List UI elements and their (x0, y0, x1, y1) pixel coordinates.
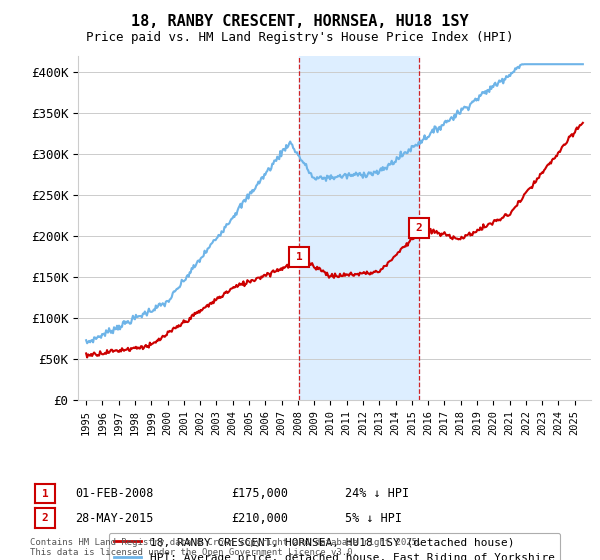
Legend: 18, RANBY CRESCENT, HORNSEA, HU18 1SY (detached house), HPI: Average price, deta: 18, RANBY CRESCENT, HORNSEA, HU18 1SY (d… (109, 533, 560, 560)
Text: £210,000: £210,000 (231, 511, 288, 525)
Text: 2: 2 (415, 223, 422, 233)
Text: 1: 1 (41, 489, 49, 499)
Text: 18, RANBY CRESCENT, HORNSEA, HU18 1SY: 18, RANBY CRESCENT, HORNSEA, HU18 1SY (131, 14, 469, 29)
Text: 1: 1 (296, 252, 302, 262)
Text: £175,000: £175,000 (231, 487, 288, 501)
Text: Contains HM Land Registry data © Crown copyright and database right 2025.
This d: Contains HM Land Registry data © Crown c… (30, 538, 422, 557)
Text: 24% ↓ HPI: 24% ↓ HPI (345, 487, 409, 501)
Text: 2: 2 (41, 513, 49, 523)
Text: 5% ↓ HPI: 5% ↓ HPI (345, 511, 402, 525)
Text: Price paid vs. HM Land Registry's House Price Index (HPI): Price paid vs. HM Land Registry's House … (86, 31, 514, 44)
Text: 28-MAY-2015: 28-MAY-2015 (75, 511, 154, 525)
Bar (299, 56, 419, 400)
Text: 01-FEB-2008: 01-FEB-2008 (75, 487, 154, 501)
